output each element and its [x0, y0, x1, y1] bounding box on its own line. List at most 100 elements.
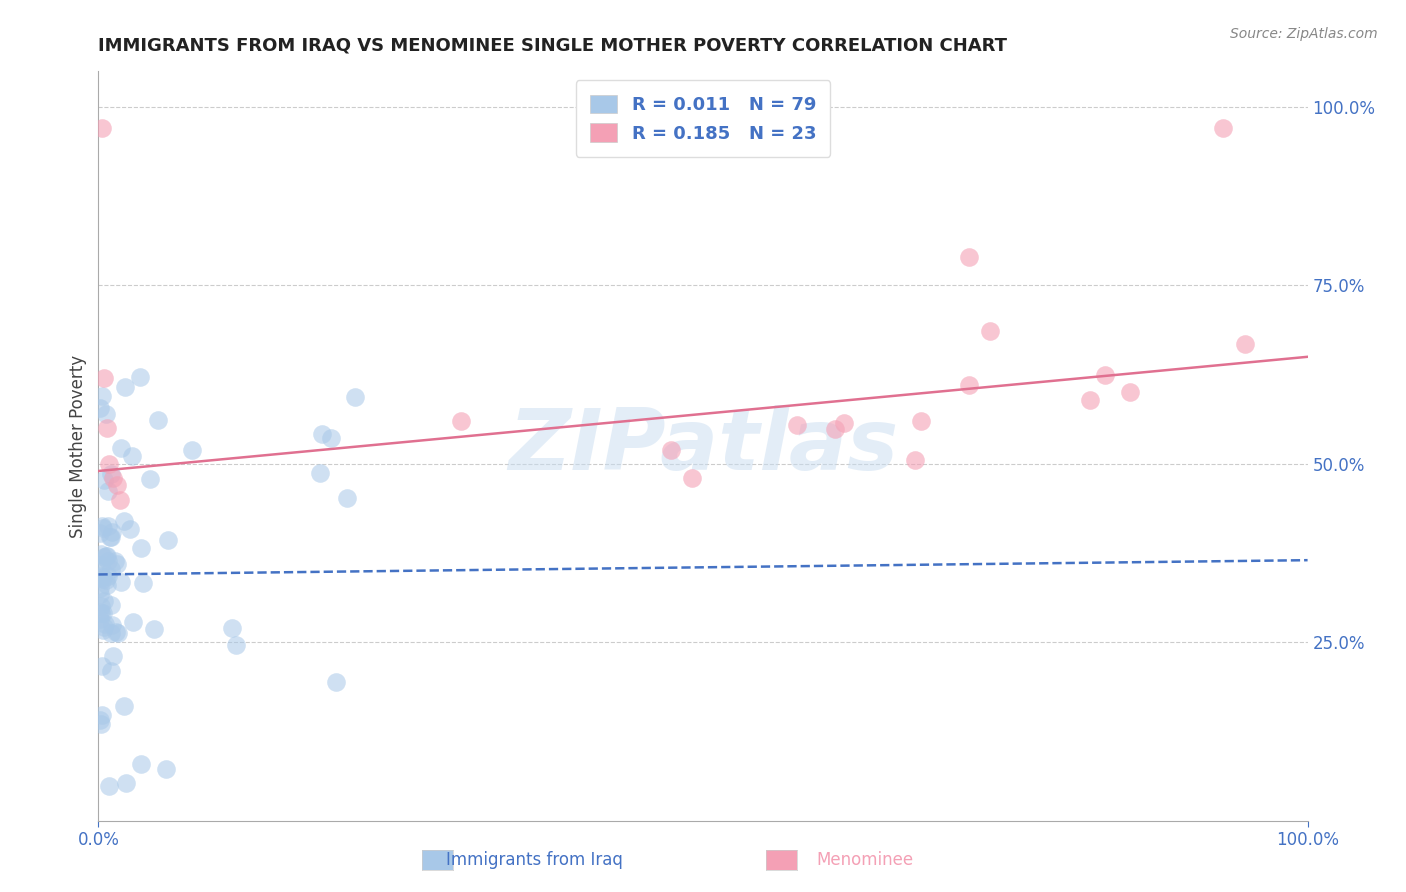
Point [110, 575, 132, 590]
Point [681, 471, 703, 485]
Point [101, 618, 124, 632]
Point [89, 713, 111, 727]
Text: ZIPatlas: ZIPatlas [508, 404, 898, 488]
Point [100, 598, 122, 612]
Point [121, 449, 143, 463]
Point [91, 572, 114, 586]
Text: Menominee: Menominee [815, 851, 914, 869]
Point [343, 390, 366, 404]
Point [91, 569, 114, 583]
Point [834, 416, 856, 430]
Point [1212, 121, 1234, 136]
Legend: R = 0.011   N = 79, R = 0.185   N = 23: R = 0.011 N = 79, R = 0.185 N = 23 [575, 80, 831, 157]
Point [98, 457, 121, 471]
Point [1233, 337, 1256, 351]
Point [93, 473, 115, 487]
Point [96, 421, 118, 435]
Point [90, 606, 112, 620]
Point [108, 492, 131, 507]
Point [93, 606, 115, 620]
Point [786, 417, 808, 432]
Point [90, 569, 112, 583]
Point [957, 378, 980, 392]
Point [100, 525, 122, 540]
Point [100, 530, 122, 544]
Point [91, 518, 114, 533]
Point [93, 371, 115, 385]
Point [129, 757, 152, 772]
Point [91, 624, 114, 638]
Point [103, 648, 125, 663]
Point [96, 573, 118, 587]
Point [180, 443, 202, 458]
Point [114, 379, 136, 393]
Point [110, 442, 132, 456]
Point [94, 617, 117, 632]
Text: Source: ZipAtlas.com: Source: ZipAtlas.com [1230, 27, 1378, 41]
Text: IMMIGRANTS FROM IRAQ VS MENOMINEE SINGLE MOTHER POVERTY CORRELATION CHART: IMMIGRANTS FROM IRAQ VS MENOMINEE SINGLE… [98, 37, 1008, 54]
Point [659, 442, 682, 457]
Point [91, 707, 114, 722]
Point [103, 554, 125, 568]
Point [94, 407, 117, 421]
Point [89, 605, 111, 619]
Point [93, 520, 115, 534]
Point [957, 250, 980, 264]
Point [910, 414, 932, 428]
Point [89, 587, 111, 601]
Point [118, 522, 141, 536]
Point [325, 675, 347, 690]
Point [93, 594, 115, 608]
Point [155, 763, 177, 777]
Point [112, 514, 135, 528]
Point [105, 624, 128, 639]
Point [90, 558, 112, 572]
Point [101, 471, 124, 485]
Point [100, 664, 122, 678]
Point [121, 615, 143, 630]
Point [100, 626, 122, 640]
Point [107, 625, 129, 640]
Point [93, 550, 115, 565]
Point [97, 519, 120, 533]
Point [90, 717, 112, 731]
Point [90, 658, 112, 673]
Point [156, 533, 179, 547]
Point [89, 401, 111, 415]
Point [100, 562, 122, 576]
Point [143, 623, 166, 637]
Point [97, 779, 120, 793]
Point [904, 453, 927, 467]
Text: Immigrants from Iraq: Immigrants from Iraq [446, 851, 623, 869]
Point [105, 478, 128, 492]
Point [97, 569, 120, 583]
Point [89, 563, 111, 577]
Point [148, 413, 170, 427]
Point [97, 483, 120, 498]
Point [90, 599, 112, 614]
Point [1119, 385, 1142, 400]
Point [93, 620, 115, 634]
Point [97, 554, 120, 568]
Point [824, 422, 846, 436]
Point [221, 621, 243, 635]
Point [308, 466, 330, 480]
Point [89, 581, 111, 595]
Point [100, 530, 122, 544]
Point [1078, 392, 1101, 407]
Point [89, 612, 111, 626]
Point [1094, 368, 1116, 382]
Point [139, 472, 162, 486]
Point [311, 427, 333, 442]
Point [129, 541, 152, 555]
Point [132, 576, 155, 591]
Point [96, 549, 118, 563]
Point [319, 431, 342, 445]
Point [225, 639, 247, 653]
Y-axis label: Single Mother Poverty: Single Mother Poverty [69, 354, 87, 538]
Point [100, 467, 122, 482]
Point [112, 698, 135, 713]
Point [450, 414, 472, 428]
Point [90, 389, 112, 403]
Point [114, 775, 136, 789]
